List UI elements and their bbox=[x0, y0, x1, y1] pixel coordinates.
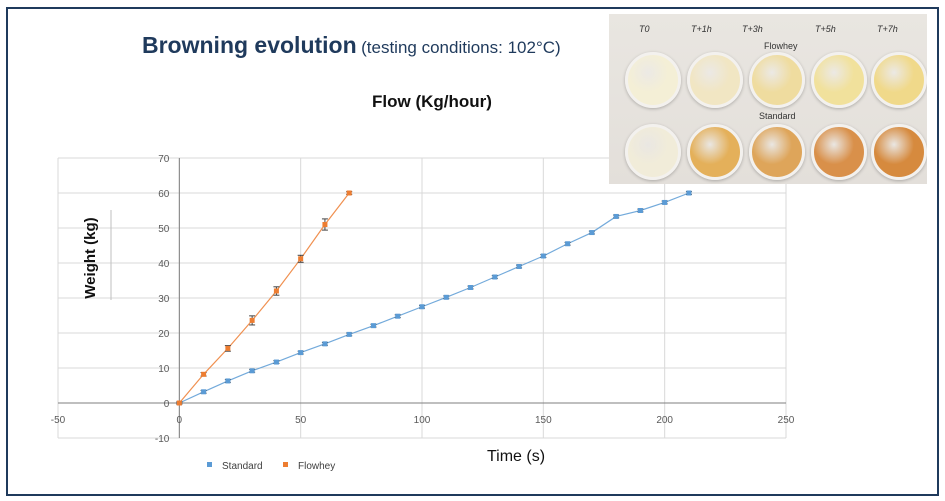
flowhey-sample-dish bbox=[871, 52, 927, 108]
y-tick-label: 30 bbox=[158, 294, 170, 305]
y-tick-label: -10 bbox=[155, 434, 170, 445]
y-tick-label: 70 bbox=[158, 154, 170, 165]
title-subtitle: (testing conditions: 102°C) bbox=[361, 38, 561, 57]
photo-time-label: T0 bbox=[639, 24, 650, 34]
standard-point bbox=[201, 389, 207, 395]
standard-point bbox=[346, 331, 352, 337]
y-axis-title: Weight (kg) bbox=[82, 217, 99, 298]
standard-point bbox=[662, 199, 668, 205]
photo-time-label: T+3h bbox=[742, 24, 763, 34]
standard-point bbox=[225, 378, 231, 384]
legend-flowhey-marker bbox=[283, 462, 288, 467]
x-tick-label: 0 bbox=[177, 415, 183, 426]
flowhey-point bbox=[322, 222, 328, 227]
legend-standard-label: Standard bbox=[222, 461, 263, 472]
standard-point bbox=[540, 253, 546, 259]
standard-trendline bbox=[179, 192, 690, 404]
x-tick-label: -50 bbox=[51, 415, 66, 426]
y-tick-label: 10 bbox=[158, 364, 170, 375]
legend-standard-marker bbox=[207, 462, 212, 467]
flowhey-sample-dish bbox=[749, 52, 805, 108]
slide-title: Browning evolution (testing conditions: … bbox=[142, 32, 561, 59]
x-tick-label: 250 bbox=[778, 415, 795, 426]
photo-time-label: T+5h bbox=[815, 24, 836, 34]
flowhey-trendline bbox=[178, 192, 350, 404]
flowhey-point bbox=[298, 256, 304, 262]
standard-sample-dish bbox=[811, 124, 867, 180]
y-tick-label: 50 bbox=[158, 224, 170, 235]
x-tick-label: 150 bbox=[535, 415, 552, 426]
standard-point bbox=[419, 304, 425, 310]
chart-title: Flow (Kg/hour) bbox=[372, 92, 492, 111]
standard-point bbox=[613, 213, 619, 219]
flowhey-point bbox=[273, 288, 279, 294]
standard-point bbox=[370, 323, 376, 329]
legend-flowhey-label: Flowhey bbox=[298, 461, 335, 472]
flowhey-sample-dish bbox=[811, 52, 867, 108]
standard-point bbox=[589, 230, 595, 236]
y-tick-label: 0 bbox=[164, 399, 170, 410]
standard-point bbox=[516, 264, 522, 269]
standard-point bbox=[395, 313, 401, 319]
x-tick-label: 100 bbox=[414, 415, 431, 426]
flowhey-point bbox=[249, 317, 255, 323]
flowhey-point bbox=[225, 345, 231, 351]
standard-point bbox=[565, 241, 571, 247]
standard-sample-dish bbox=[625, 124, 681, 180]
flowhey-sample-dish bbox=[625, 52, 681, 108]
x-axis-title: Time (s) bbox=[487, 448, 545, 465]
flowhey-point bbox=[201, 371, 207, 377]
flowhey-sample-dish bbox=[687, 52, 743, 108]
standard-point bbox=[322, 341, 328, 347]
standard-sample-dish bbox=[871, 124, 927, 180]
y-tick-label: 60 bbox=[158, 189, 170, 200]
flowhey-point bbox=[346, 190, 352, 196]
standard-point bbox=[443, 294, 449, 300]
y-tick-label: 40 bbox=[158, 259, 170, 270]
photo-row-label-standard: Standard bbox=[759, 111, 796, 121]
x-tick-label: 50 bbox=[295, 415, 307, 426]
standard-point bbox=[468, 285, 474, 290]
flowhey-point bbox=[176, 400, 182, 406]
standard-point bbox=[249, 368, 255, 374]
photo-time-label: T+7h bbox=[877, 24, 898, 34]
standard-point bbox=[686, 190, 692, 196]
title-main: Browning evolution bbox=[142, 32, 357, 58]
photo-time-label: T+1h bbox=[691, 24, 712, 34]
standard-sample-dish bbox=[687, 124, 743, 180]
standard-point bbox=[273, 359, 279, 365]
standard-point bbox=[637, 208, 643, 213]
browning-photo: T0 T+1h T+3h T+5h T+7h Flowhey Standard bbox=[609, 14, 927, 184]
x-tick-label: 200 bbox=[656, 415, 673, 426]
y-tick-label: 20 bbox=[158, 329, 170, 340]
photo-row-label-flowhey: Flowhey bbox=[764, 41, 798, 51]
standard-point bbox=[492, 274, 498, 280]
standard-sample-dish bbox=[749, 124, 805, 180]
standard-point bbox=[298, 350, 304, 356]
